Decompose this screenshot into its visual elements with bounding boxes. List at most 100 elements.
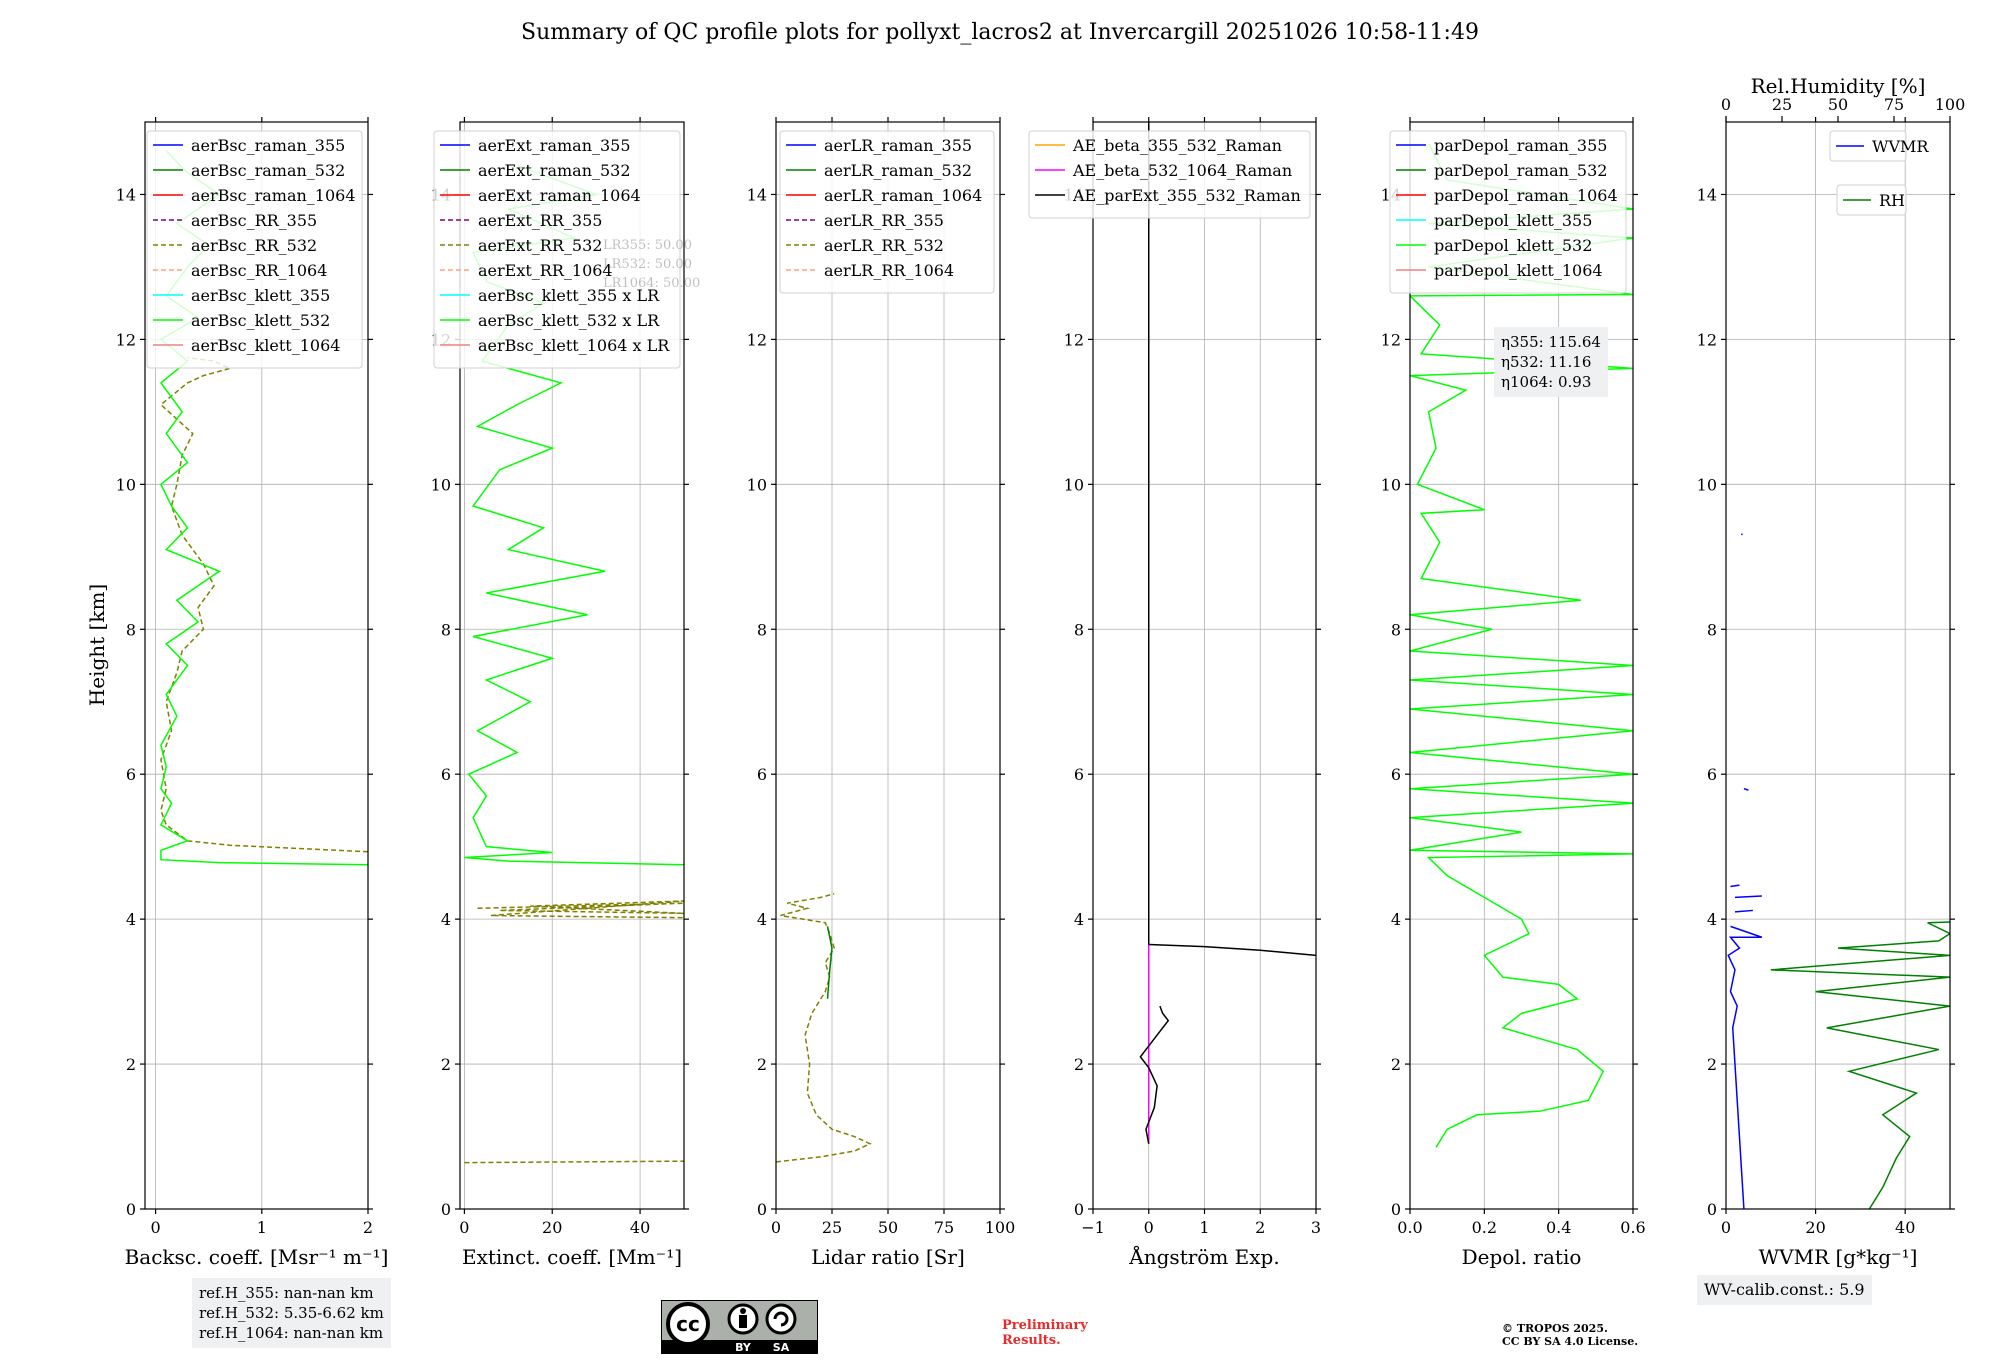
y-tick-label: 0 (126, 1200, 136, 1219)
series-rh (1770, 921, 1950, 1209)
x-axis-label: Lidar ratio [Sr] (811, 1245, 965, 1269)
ref-height-355: ref.H_355: nan-nan km (199, 1284, 374, 1302)
legend-rh: RH (1836, 184, 1907, 216)
top-x-tick-label: 25 (1772, 95, 1792, 114)
legend-label: aerExt_raman_532 (478, 161, 631, 180)
reference-height-box: ref.H_355: nan-nan km ref.H_532: 5.35-6.… (192, 1278, 391, 1348)
y-tick-label: 14 (1697, 185, 1717, 204)
preliminary-line-2: Results. (1002, 1333, 1061, 1348)
x-axis-label: Backsc. coeff. [Msr⁻¹ m⁻¹] (125, 1245, 389, 1269)
y-tick-label: 2 (441, 1055, 451, 1074)
x-tick-label: 0 (151, 1218, 161, 1237)
x-tick-label: 40 (630, 1218, 650, 1237)
ref-height-1064: ref.H_1064: nan-nan km (199, 1324, 384, 1342)
y-tick-label: 2 (1707, 1055, 1717, 1074)
y-tick-label: 6 (1074, 765, 1084, 784)
x-axis-label: Extinct. coeff. [Mm⁻¹] (462, 1245, 682, 1269)
top-x-tick-label: 50 (1828, 95, 1848, 114)
y-tick-label: 6 (126, 765, 136, 784)
x-tick-label: 0 (771, 1218, 781, 1237)
legend-label: aerBsc_RR_355 (191, 211, 317, 230)
x-tick-label: 20 (542, 1218, 562, 1237)
x-tick-label: 75 (934, 1218, 954, 1237)
legend-depolarization: parDepol_raman_355 parDepol_raman_532 parD… (1389, 130, 1627, 294)
x-tick-label: 100 (985, 1218, 1016, 1237)
lidar-ratio-line: LR532: 50.00 (603, 257, 692, 272)
y-tick-label: 4 (757, 910, 767, 929)
y-tick-label: 2 (1391, 1055, 1401, 1074)
x-tick-label: 50 (878, 1218, 898, 1237)
svg-text:SA: SA (773, 1341, 790, 1354)
legend-label: aerBsc_RR_532 (191, 236, 317, 255)
legend-label: AE_beta_355_532_Raman (1072, 136, 1282, 155)
legend-label: aerBsc_klett_355 x LR (478, 286, 660, 305)
y-tick-label: 12 (1064, 330, 1084, 349)
y-tick-label: 0 (757, 1200, 767, 1219)
panel-extinction: 0246810121402040Extinct. coeff. [Mm⁻¹]ae… (431, 117, 700, 1269)
y-tick-label: 4 (126, 910, 136, 929)
legend-label: parDepol_klett_532 (1434, 236, 1592, 255)
y-tick-label: 8 (126, 620, 136, 639)
lidar-ratio-line: LR355: 50.00 (603, 238, 692, 253)
legend-label: aerLR_RR_355 (824, 211, 944, 230)
panel-water_vapour: 0 2 4 6 8 10 12 14 0 20 40 0 25 50 75 100 WVMR [g*kg⁻¹] W… (1697, 95, 1966, 1269)
legend-extinction: aerExt_raman_355 aerExt_raman_532 aerExt_r… (433, 130, 681, 369)
axes-frame (144, 121, 369, 1210)
chart-title: Summary of QC profile plots for pollyxt_… (521, 20, 1479, 45)
copyright-line-1: © TROPOS 2025. (1502, 1322, 1608, 1335)
y-tick-label: 8 (1074, 620, 1084, 639)
series-aerlr-rr-532-overlay (826, 926, 833, 999)
y-tick-label: 0 (1707, 1200, 1717, 1219)
copyright-line-2: CC BY SA 4.0 License. (1502, 1335, 1639, 1348)
y-tick-label: 10 (1064, 475, 1084, 494)
top-x-tick-label: 100 (1935, 95, 1966, 114)
y-tick-label: 8 (441, 620, 451, 639)
legend-label: aerExt_RR_1064 (478, 261, 613, 280)
axes-frame (1725, 121, 1951, 1210)
wv-calibration-box: WV-calib.const.: 5.9 (1697, 1275, 1872, 1305)
x-tick-label: 0 (459, 1218, 469, 1237)
x-tick-label: 2 (1255, 1218, 1265, 1237)
y-tick-label: 6 (1707, 765, 1717, 784)
legend-label: parDepol_klett_355 (1434, 211, 1592, 230)
y-tick-label: 8 (1707, 620, 1717, 639)
legend-label: aerExt_RR_532 (478, 236, 602, 255)
x-tick-label: 40 (1895, 1218, 1915, 1237)
axes-frame (775, 121, 1001, 1210)
x-tick-label: 3 (1311, 1218, 1321, 1237)
series-wvmr-upper3- (1730, 884, 1740, 888)
x-tick-label: 25 (822, 1218, 842, 1237)
preliminary-note: Preliminary Results. (1002, 1318, 1088, 1348)
x-axis-label: Ångström Exp. (1128, 1244, 1279, 1269)
eta-355: η355: 115.64 (1501, 333, 1601, 351)
series-wvmr-upper2- (1734, 895, 1762, 899)
y-tick-label: 10 (747, 475, 767, 494)
y-tick-label: 10 (431, 475, 451, 494)
x-tick-label: 0.2 (1472, 1218, 1497, 1237)
y-tick-label: 2 (126, 1055, 136, 1074)
series-wvmr-upper- (1734, 909, 1753, 913)
legend-lidar_ratio: aerLR_raman_355 aerLR_raman_532 aerLR_rama… (779, 130, 995, 294)
legend-label: aerBsc_raman_532 (191, 161, 345, 180)
copyright-note: © TROPOS 2025. CC BY SA 4.0 License. (1502, 1322, 1638, 1348)
legend-label: aerLR_raman_532 (824, 161, 972, 180)
series-pardepol-klett-532 (1410, 143, 1633, 1148)
series-ae-parext-355-532-raman-high- (1148, 943, 1316, 957)
legend-label: aerLR_RR_1064 (824, 261, 954, 280)
y-tick-label: 0 (441, 1200, 451, 1219)
y-tick-label: 6 (441, 765, 451, 784)
y-tick-label: 4 (1707, 910, 1717, 929)
legend-label: aerLR_raman_355 (824, 136, 972, 155)
x-tick-label: 0.6 (1620, 1218, 1645, 1237)
y-tick-label: 10 (1697, 475, 1717, 494)
y-tick-label: 6 (757, 765, 767, 784)
x-tick-label: 0.4 (1546, 1218, 1571, 1237)
axes-frame (1409, 121, 1634, 1210)
y-tick-label: 0 (1391, 1200, 1401, 1219)
y-tick-label: 4 (1391, 910, 1401, 929)
legend-label: AE_parExt_355_532_Raman (1072, 186, 1301, 205)
lidar-ratio-line: LR1064: 50.00 (603, 276, 700, 291)
y-tick-label: 14 (747, 185, 767, 204)
